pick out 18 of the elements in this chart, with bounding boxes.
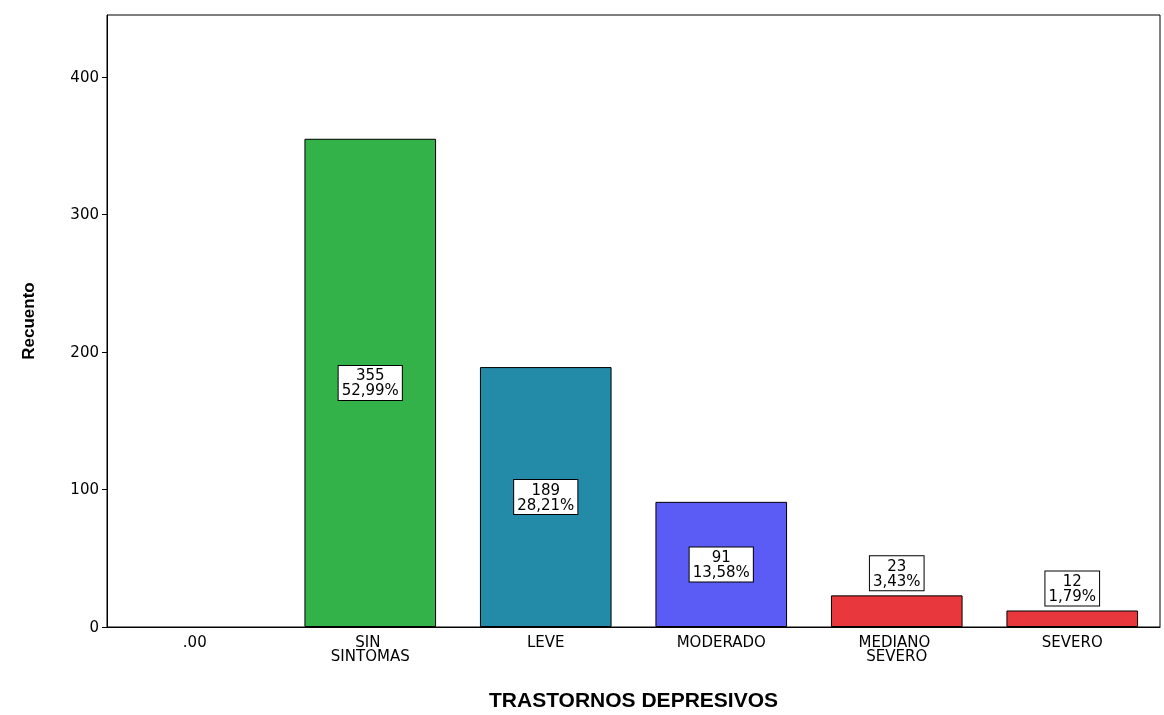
y-tick-label: 0: [89, 618, 99, 636]
x-tick-label: .00: [182, 633, 207, 651]
data-label: 189 28,21%: [517, 480, 575, 514]
data-label: 12 1,79%: [1048, 572, 1097, 605]
x-tick-label: SIN SINTOMAS: [330, 633, 410, 665]
x-tick-label: LEVE: [526, 633, 565, 651]
data-label: 91 13,58%: [692, 547, 750, 581]
y-tick-label: 100: [70, 480, 99, 499]
x-tick-label: SEVERO: [1041, 633, 1103, 651]
y-axis-title: Recuento: [19, 282, 38, 360]
x-axis-title: TRASTORNOS DEPRESIVOS: [489, 688, 778, 711]
x-tick-label: MODERADO: [676, 633, 766, 651]
y-tick-label: 300: [70, 205, 99, 224]
data-label: 355 52,99%: [341, 366, 399, 400]
x-tick-label: MEDIANO SEVERO: [858, 633, 935, 665]
y-tick-label: 200: [70, 342, 99, 361]
y-tick-label: 400: [70, 67, 99, 86]
data-label: 23 3,43%: [872, 556, 921, 590]
